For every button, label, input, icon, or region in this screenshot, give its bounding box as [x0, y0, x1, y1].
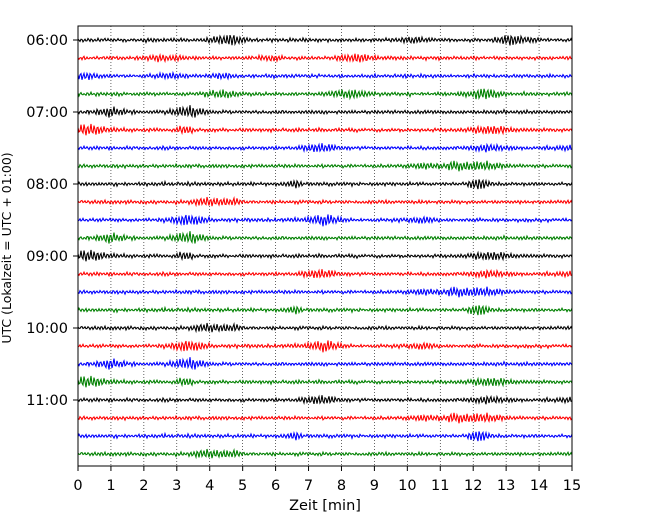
x-tick-label-4: 4: [205, 478, 214, 494]
trace-0800: [77, 178, 573, 190]
trace-1015: [77, 340, 573, 353]
x-tick-label-11: 11: [431, 478, 449, 494]
y-axis: 06:00 07:00 08:00 09:00 10:00 11:00: [26, 33, 78, 409]
x-tick-label-10: 10: [398, 478, 416, 494]
traces: [77, 34, 573, 460]
x-tick-label-15: 15: [563, 478, 581, 494]
x-tick-label-8: 8: [337, 478, 346, 494]
x-axis-label: Zeit [min]: [289, 498, 361, 514]
trace-0815: [77, 195, 573, 208]
x-tick-label-5: 5: [238, 478, 247, 494]
x-tick-label-9: 9: [370, 478, 379, 494]
trace-0930: [77, 286, 573, 298]
x-axis: 0 1 2 3 4 5 6 7 8 9 10 11 12 13 14 15: [73, 466, 581, 494]
trace-1100: [77, 394, 573, 406]
trace-0730: [77, 142, 573, 154]
y-tick-label-0800: 08:00: [26, 177, 68, 193]
trace-0830: [77, 214, 573, 227]
y-tick-label-0600: 06:00: [26, 33, 68, 49]
trace-1030: [77, 357, 573, 371]
trace-0845: [77, 231, 573, 245]
trace-0945: [77, 304, 573, 316]
x-tick-label-0: 0: [73, 478, 82, 494]
plot-frame: [77, 25, 573, 467]
x-tick-label-2: 2: [139, 478, 148, 494]
trace-0745: [77, 160, 573, 172]
y-tick-label-0900: 09:00: [26, 249, 68, 265]
trace-0645: [77, 88, 573, 101]
x-tick-label-14: 14: [530, 478, 548, 494]
trace-0700: [77, 105, 573, 119]
y-tick-label-0700: 07:00: [26, 105, 68, 121]
x-tick-label-13: 13: [497, 478, 515, 494]
trace-1000: [77, 321, 573, 334]
x-tick-label-6: 6: [271, 478, 280, 494]
x-tick-label-3: 3: [172, 478, 181, 494]
grid-lines: [110, 26, 540, 466]
trace-0915: [77, 268, 573, 280]
x-tick-label-1: 1: [106, 478, 115, 494]
trace-0715: [77, 123, 573, 136]
trace-1045: [77, 375, 573, 388]
y-axis-label: UTC (Lokalzeit = UTC + 01:00): [0, 152, 14, 343]
x-tick-label-7: 7: [304, 478, 313, 494]
trace-0615: [77, 52, 573, 64]
trace-0630: [77, 70, 573, 81]
trace-0600: [77, 34, 573, 47]
trace-1130: [77, 430, 573, 442]
y-tick-label-1000: 10:00: [26, 321, 68, 337]
trace-0900: [77, 249, 573, 262]
y-tick-label-1100: 11:00: [26, 393, 68, 409]
x-tick-label-12: 12: [464, 478, 482, 494]
trace-1115: [77, 412, 573, 424]
trace-1145: [77, 447, 573, 460]
